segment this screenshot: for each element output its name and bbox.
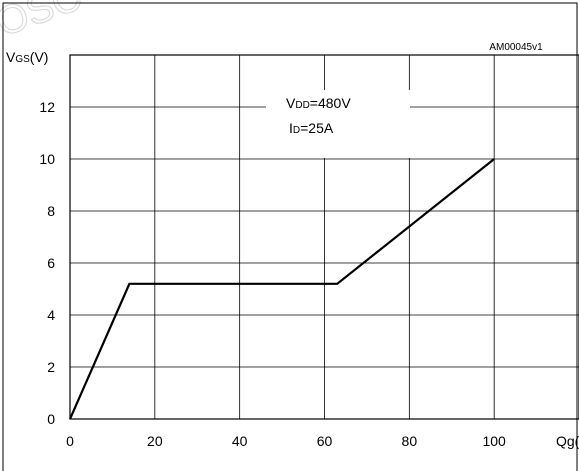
annotation-id-value: =25A — [300, 120, 334, 136]
annotation-vdd-value: =480V — [310, 95, 352, 111]
x-axis-label: Qg( — [556, 433, 579, 449]
y-axis-label: VGS(V) — [6, 49, 48, 65]
y-axis-label-unit: (V) — [30, 49, 49, 65]
y-axis-label-background — [5, 46, 67, 66]
y-tick-label: 10 — [39, 151, 55, 167]
watermark: OSC — [0, 0, 87, 45]
annotation-id-sub: D — [293, 125, 300, 136]
y-tick-label: 8 — [47, 203, 55, 219]
annotation-vdd: VDD=480V — [286, 95, 351, 111]
annotation-vdd-main: V — [286, 95, 296, 111]
x-tick-label: 20 — [147, 433, 163, 449]
y-axis-label-main: V — [6, 49, 16, 65]
annotation-vdd-sub: DD — [295, 100, 309, 111]
x-tick-label: 40 — [232, 433, 248, 449]
y-axis-ticks: 0 2 4 6 8 10 12 — [39, 99, 55, 427]
y-tick-label: 12 — [39, 99, 55, 115]
figure-code: AM00045v1 — [489, 42, 543, 53]
y-tick-label: 4 — [47, 307, 55, 323]
y-tick-label: 2 — [47, 359, 55, 375]
x-tick-label: 0 — [66, 433, 74, 449]
x-axis-ticks: 0 20 40 60 80 100 — [66, 433, 506, 449]
y-tick-label: 0 — [47, 411, 55, 427]
x-tick-label: 100 — [482, 433, 506, 449]
y-axis-label-sub: GS — [15, 54, 30, 65]
series-line — [68, 158, 495, 420]
plot-area — [69, 54, 579, 420]
annotation-background — [266, 90, 410, 158]
x-tick-label: 60 — [317, 433, 333, 449]
annotation-id: ID=25A — [289, 120, 334, 136]
y-tick-label: 6 — [47, 255, 55, 271]
annotation-id-main: I — [289, 120, 293, 136]
x-tick-label: 80 — [402, 433, 418, 449]
